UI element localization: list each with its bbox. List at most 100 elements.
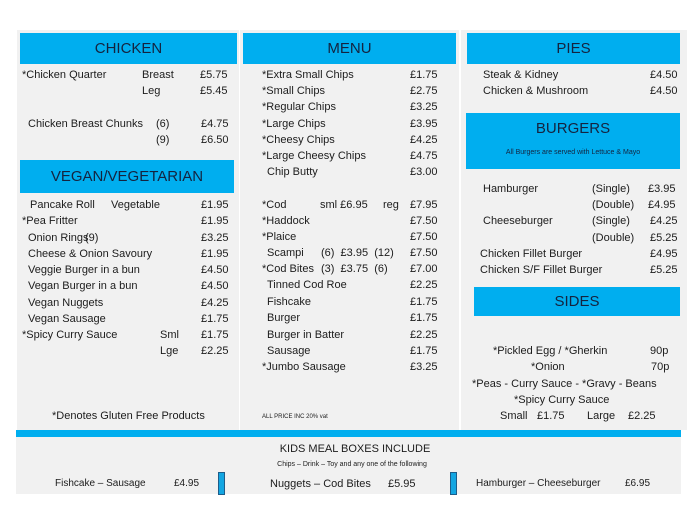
fish-item-option: reg [383,199,399,211]
vegan-item-name: *Pea Fritter [22,215,78,227]
burger-item-name: Chicken Fillet Burger [480,248,583,260]
chicken-header: CHICKEN [20,33,237,64]
fish-item-option: (3) £3.75 (6) [321,263,388,275]
fish-item-name: Fishcake [267,296,312,308]
kids-divider-marker [218,472,225,495]
chips-item-price: £3.00 [410,166,438,178]
chips-item-price: £3.95 [410,118,438,130]
fish-item-price: £7.50 [410,215,438,227]
pie-item-price: £4.50 [650,85,678,97]
burgers-subtitle: All Burgers are served with Lettuce & Ma… [505,149,641,156]
vegan-item-price: £2.25 [201,345,229,357]
burger-item-price: £4.95 [648,199,676,211]
sides-header: SIDES [474,287,680,316]
vegan-item-price: £1.95 [201,215,229,227]
pie-item-name: Chicken & Mushroom [483,85,589,97]
vegan-item-name: *Spicy Curry Sauce [22,329,118,341]
vat-note: ALL PRICE INC 20% vat [262,414,328,420]
chicken-breast-price: £5.75 [200,69,228,81]
sides-onion-price: 70p [651,361,670,373]
fish-item-name: *Haddock [262,215,310,227]
vegan-item-price: £3.25 [201,232,229,244]
fish-item-name: Tinned Cod Roe [267,279,347,291]
fish-item-price: £7.50 [410,231,438,243]
burger-item-name: Chicken S/F Fillet Burger [480,264,603,276]
divider-bar [16,430,681,437]
chicken-chunks-6: (6) [156,118,170,130]
chicken-breast-label: Breast [142,69,174,81]
vegan-item-price: £4.50 [201,280,229,292]
chicken-leg-label: Leg [142,85,161,97]
burgers-header: BURGERS All Burgers are served with Lett… [466,113,680,169]
burger-item-price: £5.25 [650,232,678,244]
kids-title: KIDS MEAL BOXES INCLUDE [279,443,431,455]
vegan-header: VEGAN/VEGETARIAN [20,160,234,193]
vegan-item-price: £1.75 [201,329,229,341]
vegan-item-option: Lge [160,345,179,357]
fish-item-price: £1.75 [410,312,438,324]
vegan-item-name: Vegan Sausage [28,313,106,325]
fish-item-name: *Cod [262,199,287,211]
chicken-leg-price: £5.45 [200,85,228,97]
fish-item-name: *Plaice [262,231,297,243]
fish-item-name: *Jumbo Sausage [262,361,346,373]
vegan-item-name: Cheese & Onion Savoury [28,248,153,260]
kids-divider-marker [450,472,457,495]
vegan-item-price: £1.95 [201,199,229,211]
kids-panel [16,437,681,494]
kids-box-name: Hamburger – Cheeseburger [476,478,601,489]
chips-item-price: £3.25 [410,101,438,113]
menu-panel [240,30,459,430]
chicken-panel [17,30,239,430]
vegan-item-price: £1.75 [201,313,229,325]
fish-item-price: £2.25 [410,279,438,291]
vegan-item-price: £1.95 [201,248,229,260]
fish-item-name: Burger [267,312,301,324]
sides-curry: *Spicy Curry Sauce [514,394,610,406]
fish-item-name: Burger in Batter [267,329,345,341]
chicken-chunks-9-price: £6.50 [201,134,229,146]
chips-item-price: £4.25 [410,134,438,146]
fish-item-price: £7.95 [410,199,438,211]
chicken-chunks-name: Chicken Breast Chunks [28,118,143,130]
vegan-item-name: Onion Rings [28,232,89,244]
fish-item-price: £7.50 [410,247,438,259]
burgers-title: BURGERS [535,120,611,137]
burger-item-option: (Double) [592,199,635,211]
sides-egg-gherkin: *Pickled Egg / *Gherkin [493,345,608,357]
fish-item-price: £1.75 [410,345,438,357]
sides-small-price: £1.75 [537,410,565,422]
sides-egg-price: 90p [650,345,669,357]
chips-item-price: £4.75 [410,150,438,162]
burger-item-price: £3.95 [648,183,676,195]
sides-onion: *Onion [531,361,565,373]
sides-peas-line: *Peas - Curry Sauce - *Gravy - Beans [472,378,657,390]
kids-box-name: Nuggets – Cod Bites [270,478,371,490]
vegan-item-price: £4.50 [201,264,229,276]
vegan-item-name: Vegan Burger in a bun [28,280,138,292]
chicken-quarter-name: *Chicken Quarter [22,69,107,81]
pie-item-price: £4.50 [650,69,678,81]
burger-item-price: £5.25 [650,264,678,276]
fish-item-name: Scampi [267,247,304,259]
burger-item-price: £4.25 [650,215,678,227]
fish-item-price: £1.75 [410,296,438,308]
chips-item-name: *Large Chips [262,118,326,130]
burger-item-option: (Double) [592,232,635,244]
kids-subtitle: Chips – Drink – Toy and any one of the f… [277,461,427,468]
kids-box-name: Fishcake – Sausage [55,478,146,489]
vegan-item-option: Sml [160,329,179,341]
burger-item-option: (Single) [592,215,630,227]
burger-item-price: £4.95 [650,248,678,260]
sides-large-label: Large [587,410,616,422]
kids-box-price: £6.95 [625,478,651,489]
menu-header: MENU [243,33,456,64]
fish-item-option: (6) £3.95 (12) [321,247,394,259]
sides-small-label: Small [500,410,528,422]
vegan-item-option: (9) [85,232,99,244]
fish-item-option: sml £6.95 [320,199,368,211]
fish-item-name: Sausage [267,345,311,357]
vegan-item-name: Veggie Burger in a bun [28,264,140,276]
chips-item-name: *Small Chips [262,85,325,97]
fish-item-price: £3.25 [410,361,438,373]
